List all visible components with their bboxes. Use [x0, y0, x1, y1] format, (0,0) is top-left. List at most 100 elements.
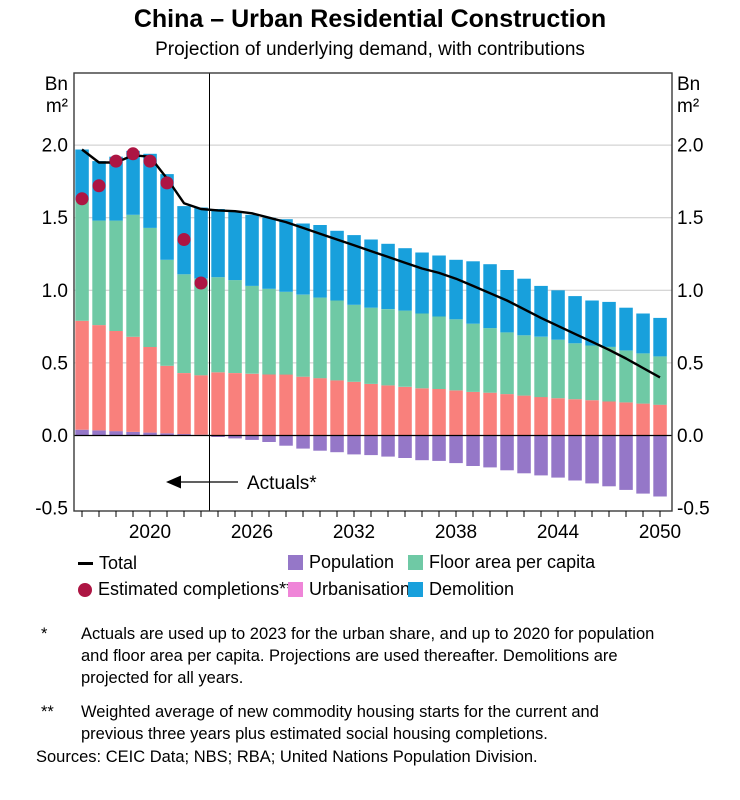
bar-segment-population — [211, 435, 225, 437]
y-tick-label-right: 2.0 — [677, 136, 703, 157]
bar-segment-demolition — [517, 278, 531, 336]
bar-segment-population — [279, 435, 293, 446]
bar-segment-demolition — [330, 230, 344, 301]
bar-segment-demolition — [211, 209, 225, 278]
bar-segment-population — [228, 435, 242, 439]
bar-segment-demolition — [415, 252, 429, 314]
completion-dot — [126, 147, 140, 161]
y-tick-label-right: -0.5 — [677, 499, 710, 520]
bar-segment-floor-area-per-capita — [177, 274, 191, 373]
bar-segment-urbanisation — [449, 390, 463, 436]
floor-area-swatch-icon — [408, 555, 423, 570]
legend-label-estimated-completions: Estimated completions** — [98, 579, 294, 599]
y-tick-label-left: 1.0 — [42, 281, 68, 302]
bar-segment-floor-area-per-capita — [262, 288, 276, 375]
demolition-swatch-icon — [408, 582, 423, 597]
bar-segment-floor-area-per-capita — [211, 277, 225, 373]
completion-dot — [92, 179, 106, 193]
bar-segment-floor-area-per-capita — [92, 220, 106, 326]
bar-segment-demolition — [551, 290, 565, 340]
x-tick-label: 2032 — [333, 522, 375, 543]
bar-segment-demolition — [449, 259, 463, 320]
bar-segment-floor-area-per-capita — [653, 356, 667, 405]
bar-segment-demolition — [109, 156, 123, 221]
bar-segment-urbanisation — [313, 378, 327, 436]
bar-segment-population — [415, 435, 429, 461]
completions-dot-swatch-icon — [78, 582, 92, 597]
bar-segment-urbanisation — [602, 401, 616, 436]
actuals-annotation-label: Actuals* — [247, 473, 317, 494]
bar-segment-floor-area-per-capita — [517, 335, 531, 396]
bar-segment-population — [585, 435, 599, 484]
bar-segment-floor-area-per-capita — [347, 304, 361, 382]
bar-segment-floor-area-per-capita — [432, 316, 446, 389]
bar-segment-population — [245, 435, 259, 440]
bar-segment-demolition — [160, 174, 174, 260]
bar-segment-floor-area-per-capita — [585, 345, 599, 401]
legend-item-population: Population — [288, 552, 394, 573]
bar-segment-urbanisation — [279, 374, 293, 436]
bar-segment-population — [568, 435, 582, 481]
bar-segment-demolition — [602, 301, 616, 347]
completion-dot — [109, 154, 123, 168]
bar-segment-floor-area-per-capita — [364, 307, 378, 384]
completion-dot — [194, 276, 208, 290]
bar-segment-demolition — [432, 255, 446, 317]
plot-frame — [73, 72, 673, 512]
bar-segment-urbanisation — [330, 380, 344, 436]
completion-dot — [75, 192, 89, 206]
bar-segment-demolition — [398, 248, 412, 311]
bar-segment-urbanisation — [398, 386, 412, 436]
bar-segment-floor-area-per-capita — [602, 346, 616, 402]
bar-segment-demolition — [143, 153, 157, 228]
bar-segment-demolition — [466, 261, 480, 324]
bar-segment-population — [500, 435, 514, 471]
bar-segment-population — [92, 430, 106, 436]
bar-segment-population — [653, 435, 667, 497]
bar-segment-floor-area-per-capita — [279, 291, 293, 375]
y-tick-label-right: 0.0 — [677, 426, 703, 447]
bar-segment-demolition — [364, 239, 378, 308]
legend-item-total: Total — [78, 553, 137, 574]
bar-segment-demolition — [653, 317, 667, 357]
actuals-annotation: Actuals* — [166, 473, 317, 494]
y-unit-left: m² — [46, 96, 68, 117]
total-line — [81, 148, 661, 379]
y-axis-labels: 2.0 2.0 1.5 1.5 1.0 1.0 0.5 0.5 0.0 0.0 -0.5 -0.5 Bn… — [35, 74, 710, 520]
bar-segment-population — [619, 435, 633, 490]
bar-segment-urbanisation — [347, 381, 361, 436]
left-arrow-icon — [166, 475, 181, 489]
bar-segment-urbanisation — [262, 374, 276, 436]
y-tick-label-left: 0.0 — [42, 426, 68, 447]
x-axis: 2020 2026 2032 2038 2044 2050 — [81, 511, 681, 543]
legend-label-floor-area: Floor area per capita — [429, 552, 596, 572]
footnote-1-marker: * — [41, 625, 48, 643]
population-swatch-icon — [288, 555, 303, 570]
x-tick-label: 2044 — [537, 522, 580, 543]
legend-label-urbanisation: Urbanisation — [309, 579, 411, 599]
bar-segment-floor-area-per-capita — [636, 353, 650, 404]
bar-segment-floor-area-per-capita — [194, 278, 208, 376]
bar-segment-urbanisation — [534, 397, 548, 436]
bar-segment-urbanisation — [160, 365, 174, 434]
bar-segment-demolition — [262, 217, 276, 289]
bar-segment-floor-area-per-capita — [415, 313, 429, 389]
legend-item-floor-area: Floor area per capita — [408, 552, 595, 573]
bar-segment-population — [364, 435, 378, 456]
bar-segment-population — [296, 435, 310, 449]
bar-segment-floor-area-per-capita — [619, 350, 633, 403]
completion-dot — [177, 233, 191, 246]
x-tick-label: 2026 — [231, 522, 273, 543]
y-tick-label-left: 1.5 — [42, 208, 68, 229]
y-unit-right: Bn — [677, 74, 700, 95]
bar-segment-urbanisation — [126, 336, 140, 432]
bar-segment-urbanisation — [92, 325, 106, 431]
bar-segment-population — [449, 435, 463, 464]
bar-segment-urbanisation — [636, 403, 650, 436]
bar-segment-demolition — [619, 307, 633, 351]
bar-segment-floor-area-per-capita — [449, 319, 463, 391]
bar-segment-floor-area-per-capita — [126, 214, 140, 337]
footnote-1: * Actuals are used up to 2023 for the ur… — [0, 623, 657, 689]
bar-segment-urbanisation — [466, 391, 480, 436]
